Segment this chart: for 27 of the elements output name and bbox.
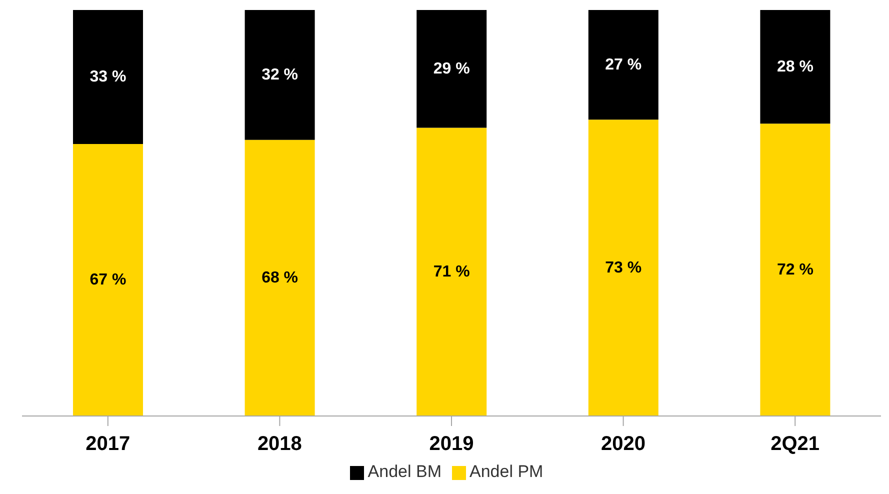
legend-label: Andel PM xyxy=(470,462,544,481)
legend-label: Andel BM xyxy=(368,462,442,481)
x-tick-label: 2017 xyxy=(86,433,130,456)
bar xyxy=(416,128,487,416)
data-label: 27 % xyxy=(605,56,642,74)
bar xyxy=(588,10,658,120)
bar xyxy=(760,124,830,416)
data-label: 72 % xyxy=(776,261,814,278)
data-label: 29 % xyxy=(433,60,470,78)
x-tick-label: 2Q21 xyxy=(770,433,820,456)
data-label: 71 % xyxy=(433,263,470,280)
data-label: 73 % xyxy=(605,259,642,276)
bar xyxy=(416,10,487,128)
bar xyxy=(73,10,143,144)
x-tick-label: 2019 xyxy=(429,433,474,456)
bar xyxy=(244,10,315,140)
bar xyxy=(760,10,830,124)
bar xyxy=(244,140,315,416)
data-label: 32 % xyxy=(262,66,298,84)
x-tick-label: 2018 xyxy=(257,433,302,456)
data-label: 28 % xyxy=(776,58,814,76)
bar xyxy=(73,144,143,416)
bar xyxy=(588,120,658,416)
data-label: 33 % xyxy=(90,68,126,86)
data-label: 68 % xyxy=(262,269,298,286)
x-tick-label: 2020 xyxy=(601,433,646,456)
data-label: 67 % xyxy=(90,271,126,288)
